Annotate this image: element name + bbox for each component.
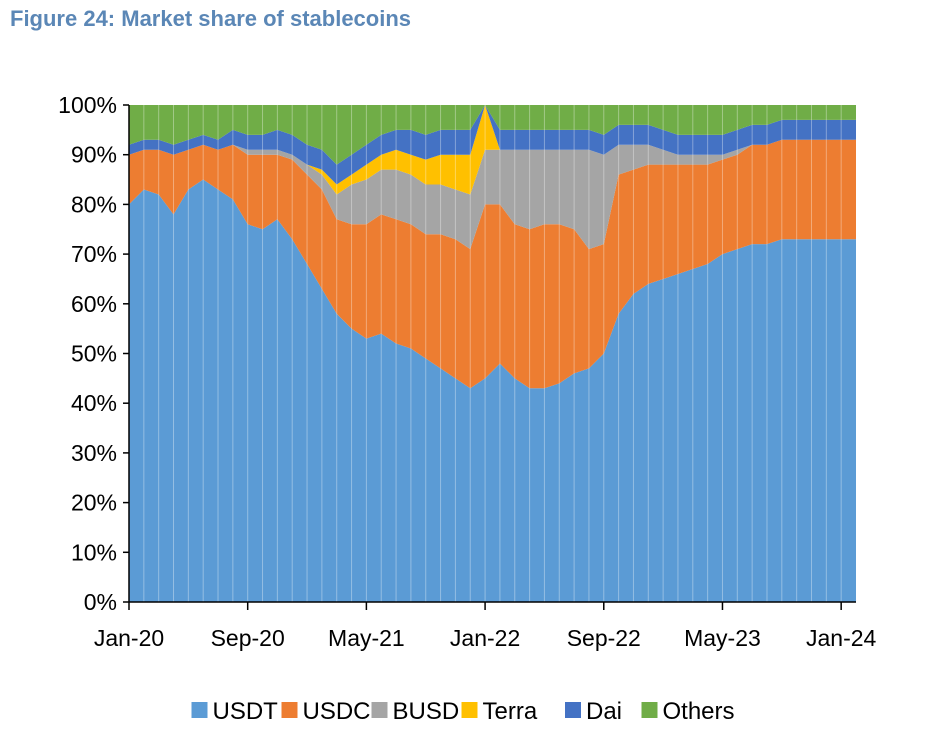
legend-label-others: Others — [663, 698, 735, 725]
y-tick-label: 70% — [71, 241, 117, 267]
y-tick-label: 10% — [71, 539, 117, 565]
y-axis-ticks: 0% 10% 20% 30% 40% 50% 60% 70% 80% 90% 100% — [58, 92, 129, 615]
y-tick-label: 60% — [71, 291, 117, 317]
legend-swatch-busd — [371, 702, 388, 718]
column-separators — [143, 105, 842, 602]
y-tick-label: 40% — [71, 390, 117, 416]
y-tick-label: 80% — [71, 191, 117, 217]
legend-label-usdt: USDT — [213, 698, 279, 725]
y-tick-label: 0% — [84, 589, 117, 615]
legend: USDT USDC BUSD Terra Dai Others — [191, 698, 735, 725]
y-tick-label: 90% — [71, 142, 117, 168]
y-tick-label: 100% — [58, 92, 117, 118]
legend-label-dai: Dai — [586, 698, 622, 725]
x-tick-label: May-21 — [328, 625, 405, 651]
y-tick-label: 30% — [71, 440, 117, 466]
x-tick-label: Sep-20 — [211, 625, 285, 651]
legend-swatch-others — [641, 702, 658, 718]
area-others — [129, 105, 856, 165]
legend-label-busd: BUSD — [393, 698, 460, 725]
series-areas — [129, 105, 856, 603]
legend-label-terra: Terra — [483, 698, 538, 725]
y-tick-label: 50% — [71, 341, 117, 367]
x-axis-ticks: Jan-20 Sep-20 May-21 Jan-22 Sep-22 May-23 Jan-… — [94, 602, 877, 651]
legend-swatch-usdt — [191, 702, 208, 718]
x-tick-label: May-23 — [684, 625, 761, 651]
x-tick-label: Jan-20 — [94, 625, 164, 651]
area-usdt — [129, 179, 856, 603]
legend-label-usdc: USDC — [303, 698, 371, 725]
y-tick-label: 20% — [71, 490, 117, 516]
legend-swatch-terra — [461, 702, 478, 718]
area-usdc — [129, 139, 856, 389]
legend-swatch-dai — [565, 702, 581, 718]
x-tick-label: Sep-22 — [567, 625, 641, 651]
x-tick-label: Jan-24 — [806, 625, 877, 651]
area-dai — [129, 105, 856, 185]
legend-swatch-usdc — [281, 702, 298, 718]
figure-title: Figure 24: Market share of stablecoins — [10, 6, 412, 31]
area-busd — [129, 139, 856, 250]
x-tick-label: Jan-22 — [450, 625, 520, 651]
